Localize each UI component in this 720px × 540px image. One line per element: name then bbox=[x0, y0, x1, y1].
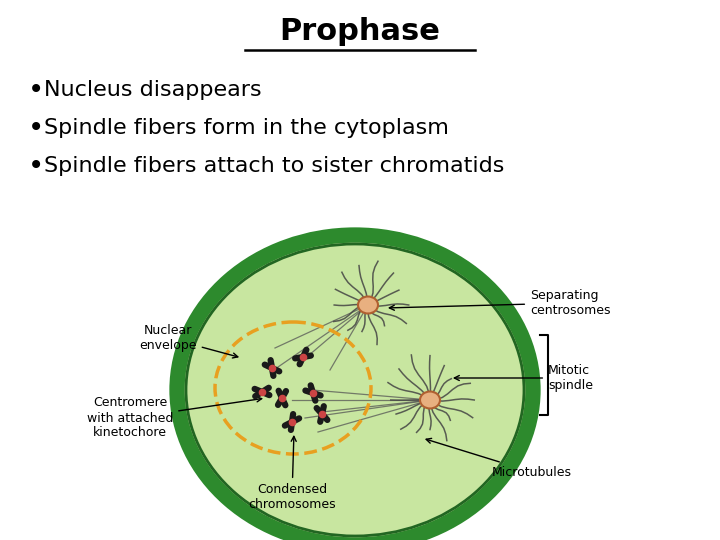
Text: Spindle fibers attach to sister chromatids: Spindle fibers attach to sister chromati… bbox=[44, 156, 505, 176]
Text: Nuclear
envelope: Nuclear envelope bbox=[139, 324, 238, 358]
Ellipse shape bbox=[358, 296, 378, 314]
Text: •: • bbox=[28, 152, 44, 180]
Text: •: • bbox=[28, 114, 44, 142]
Text: Nucleus disappears: Nucleus disappears bbox=[44, 80, 261, 100]
Text: Spindle fibers form in the cytoplasm: Spindle fibers form in the cytoplasm bbox=[44, 118, 449, 138]
Text: Prophase: Prophase bbox=[279, 17, 441, 46]
Text: Microtubules: Microtubules bbox=[426, 438, 572, 478]
Ellipse shape bbox=[177, 235, 533, 540]
Ellipse shape bbox=[420, 392, 440, 408]
Text: Separating
centrosomes: Separating centrosomes bbox=[390, 289, 611, 317]
Text: Condensed
chromosomes: Condensed chromosomes bbox=[248, 436, 336, 511]
Text: Mitotic
spindle: Mitotic spindle bbox=[454, 364, 593, 392]
Text: •: • bbox=[28, 76, 44, 104]
Text: Centromere
with attached
kinetochore: Centromere with attached kinetochore bbox=[87, 396, 261, 440]
